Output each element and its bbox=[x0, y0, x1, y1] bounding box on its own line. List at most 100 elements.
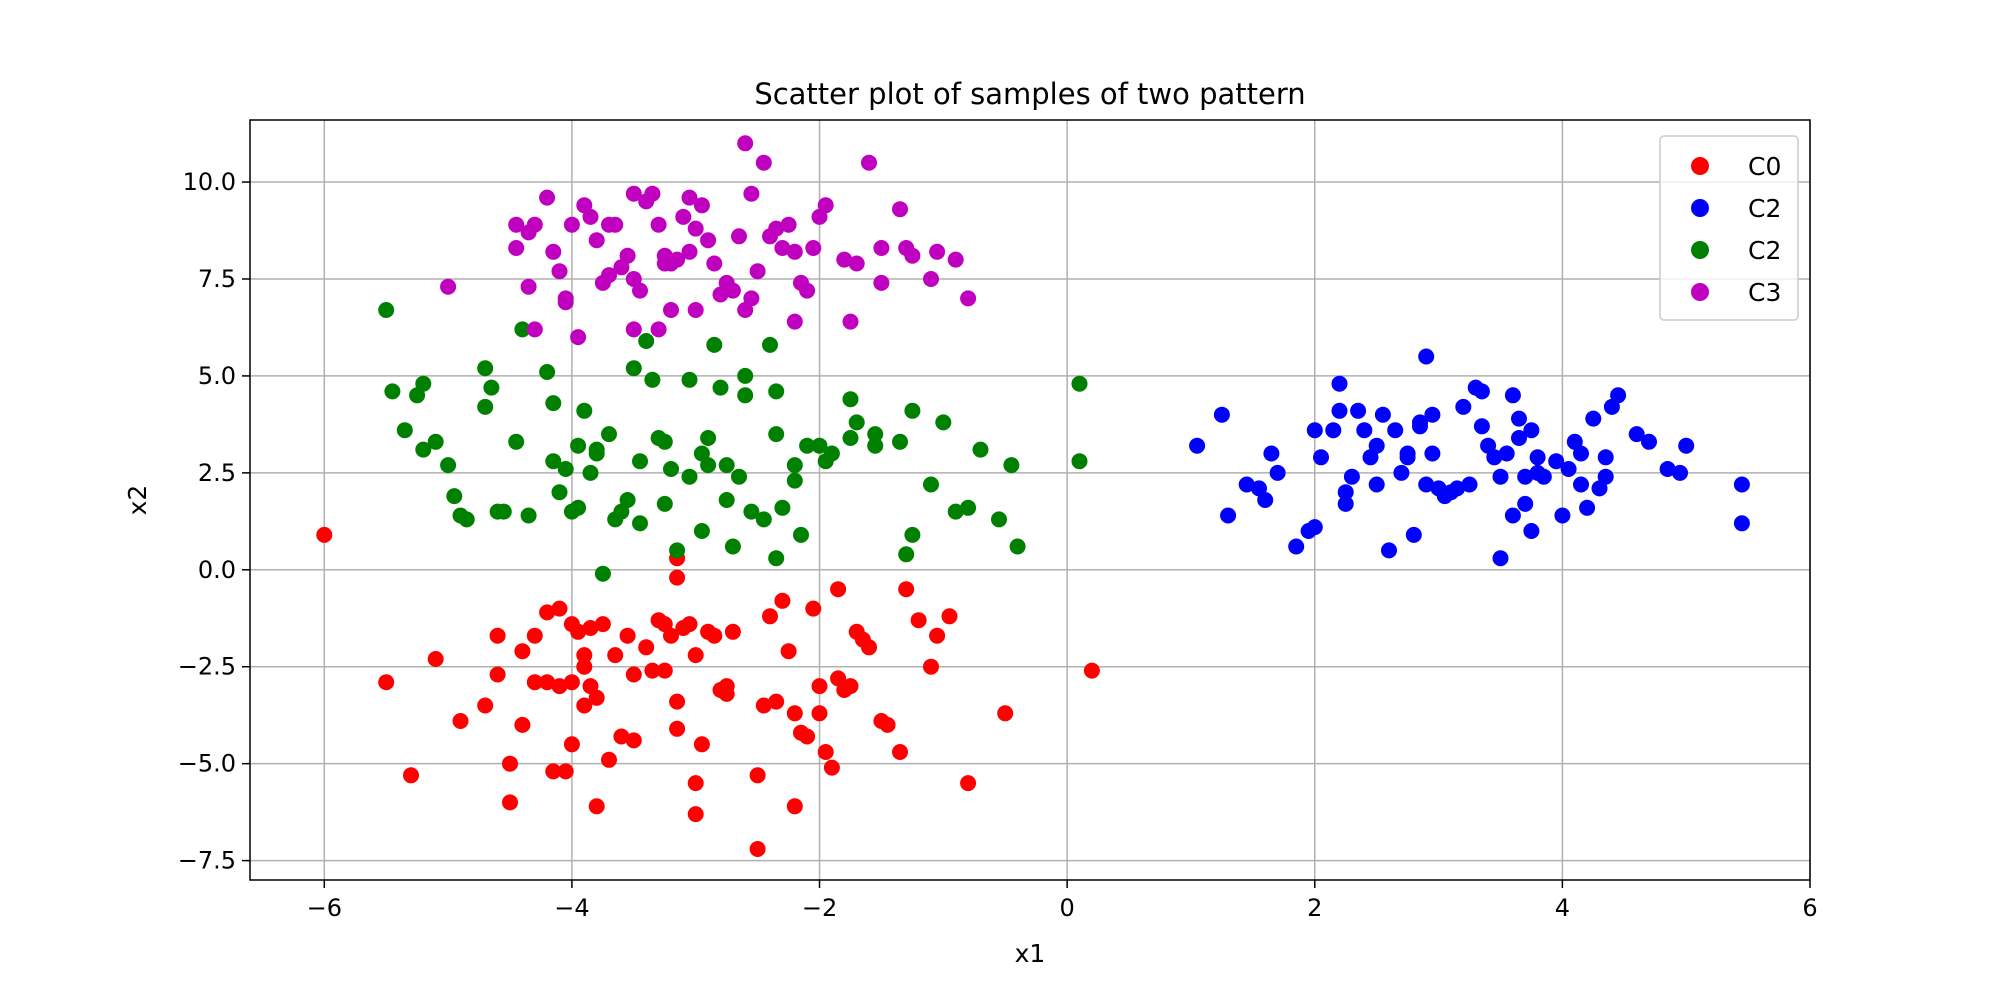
data-point-series-0 bbox=[879, 716, 896, 733]
data-point-series-2 bbox=[774, 499, 791, 516]
legend-box bbox=[1659, 135, 1799, 321]
data-point-series-0 bbox=[644, 662, 661, 679]
y-tick-label: 5.0 bbox=[198, 362, 236, 390]
data-point-series-2 bbox=[892, 433, 908, 450]
data-point-series-1 bbox=[1381, 542, 1397, 559]
data-point-series-0 bbox=[724, 623, 741, 640]
data-point-series-3 bbox=[700, 232, 717, 249]
data-point-series-1 bbox=[1529, 449, 1546, 466]
data-point-series-2 bbox=[1003, 457, 1020, 474]
data-point-series-1 bbox=[1733, 515, 1750, 532]
data-point-series-2 bbox=[799, 437, 816, 454]
data-points bbox=[316, 135, 1750, 857]
data-point-series-0 bbox=[576, 647, 593, 664]
data-point-series-2 bbox=[731, 468, 747, 485]
data-point-series-3 bbox=[817, 197, 834, 214]
data-point-series-0 bbox=[693, 736, 710, 753]
data-point-series-0 bbox=[687, 806, 704, 823]
data-point-series-1 bbox=[1374, 406, 1391, 423]
data-point-series-0 bbox=[625, 666, 642, 683]
data-point-series-2 bbox=[811, 437, 828, 454]
data-point-series-2 bbox=[898, 546, 915, 563]
data-point-series-0 bbox=[669, 720, 686, 737]
data-point-series-3 bbox=[557, 294, 574, 311]
data-point-series-1 bbox=[1473, 383, 1490, 400]
data-point-series-1 bbox=[1659, 461, 1676, 477]
data-point-series-0 bbox=[452, 713, 469, 729]
x-tick-label: −2 bbox=[802, 894, 837, 922]
data-point-series-0 bbox=[811, 678, 828, 695]
data-point-series-2 bbox=[681, 371, 698, 388]
data-point-series-0 bbox=[489, 627, 506, 644]
data-point-series-2 bbox=[786, 472, 803, 489]
data-point-series-3 bbox=[786, 243, 803, 260]
x-tick-label: 0 bbox=[1060, 894, 1075, 922]
data-point-series-0 bbox=[929, 627, 946, 644]
data-point-series-1 bbox=[1560, 461, 1577, 477]
legend-label: C2 bbox=[1748, 194, 1781, 223]
data-point-series-1 bbox=[1269, 464, 1286, 481]
data-point-series-1 bbox=[1337, 495, 1354, 512]
data-point-series-1 bbox=[1504, 387, 1521, 404]
x-tick-label: 4 bbox=[1555, 894, 1570, 922]
data-point-series-3 bbox=[724, 282, 741, 299]
x-tick-label: 6 bbox=[1802, 894, 1817, 922]
data-point-series-2 bbox=[991, 511, 1007, 528]
data-point-series-0 bbox=[539, 674, 556, 691]
data-point-series-3 bbox=[774, 240, 791, 256]
data-point-series-2 bbox=[619, 492, 636, 508]
data-point-series-3 bbox=[687, 302, 704, 318]
data-point-series-0 bbox=[799, 728, 816, 745]
data-point-series-2 bbox=[842, 430, 859, 446]
y-tick-label: −2.5 bbox=[178, 653, 236, 681]
data-point-series-0 bbox=[563, 736, 580, 753]
data-point-series-0 bbox=[1083, 662, 1100, 679]
data-point-series-3 bbox=[520, 278, 537, 295]
data-point-series-3 bbox=[508, 216, 525, 233]
data-point-series-3 bbox=[663, 302, 679, 318]
data-point-series-3 bbox=[650, 321, 667, 338]
data-point-series-0 bbox=[539, 604, 556, 621]
data-point-series-2 bbox=[396, 422, 413, 439]
legend-marker bbox=[1691, 283, 1709, 301]
data-point-series-0 bbox=[749, 767, 766, 784]
data-point-series-3 bbox=[873, 274, 890, 291]
data-point-series-0 bbox=[594, 616, 611, 633]
data-point-series-3 bbox=[755, 154, 772, 171]
data-point-series-2 bbox=[415, 441, 432, 458]
data-point-series-0 bbox=[823, 759, 840, 776]
data-point-series-2 bbox=[495, 503, 512, 520]
legend-marker bbox=[1691, 157, 1709, 175]
data-point-series-3 bbox=[780, 216, 797, 233]
data-point-series-2 bbox=[848, 414, 865, 431]
data-point-series-2 bbox=[415, 375, 432, 392]
data-point-series-2 bbox=[1071, 453, 1088, 470]
data-point-series-0 bbox=[613, 728, 630, 745]
data-point-series-2 bbox=[477, 398, 494, 415]
data-point-series-3 bbox=[892, 201, 908, 218]
data-point-series-0 bbox=[551, 600, 568, 617]
data-point-series-2 bbox=[539, 364, 556, 380]
data-point-series-2 bbox=[638, 333, 655, 349]
data-point-series-0 bbox=[526, 674, 543, 691]
data-point-series-3 bbox=[947, 251, 964, 268]
data-point-series-3 bbox=[737, 302, 754, 318]
data-point-series-1 bbox=[1412, 418, 1428, 435]
data-point-series-0 bbox=[669, 569, 686, 586]
grid-lines bbox=[250, 120, 1811, 880]
data-point-series-2 bbox=[737, 387, 754, 404]
legend-label: C3 bbox=[1748, 278, 1781, 307]
data-point-series-0 bbox=[755, 697, 772, 714]
data-point-series-3 bbox=[563, 216, 580, 233]
data-point-series-1 bbox=[1591, 480, 1608, 497]
data-point-series-1 bbox=[1220, 507, 1237, 524]
data-point-series-2 bbox=[427, 433, 444, 450]
data-point-series-1 bbox=[1517, 495, 1534, 512]
data-point-series-1 bbox=[1597, 449, 1614, 466]
data-point-series-1 bbox=[1641, 433, 1657, 450]
data-point-series-2 bbox=[718, 492, 735, 508]
data-point-series-2 bbox=[960, 499, 977, 516]
data-point-series-0 bbox=[570, 623, 587, 640]
data-point-series-1 bbox=[1331, 402, 1348, 419]
legend: C0 C2 C2 C3 bbox=[1659, 135, 1799, 321]
